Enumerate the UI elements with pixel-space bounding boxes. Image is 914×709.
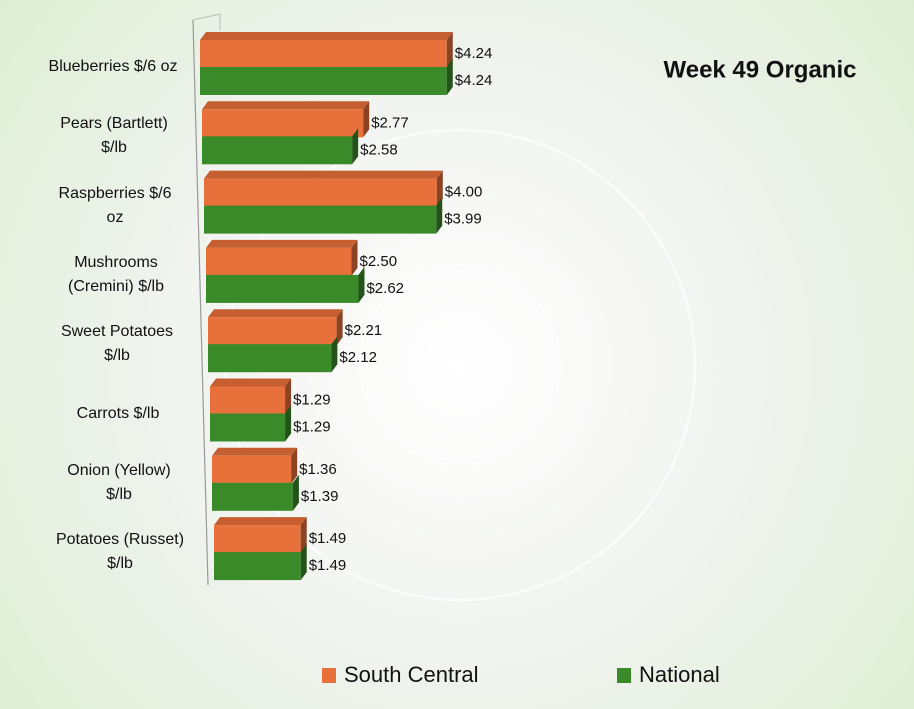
bar bbox=[206, 274, 359, 303]
category-label: Carrots $/lb bbox=[76, 404, 160, 422]
bar bbox=[208, 344, 332, 373]
bar-top-face bbox=[200, 32, 453, 40]
data-label: $1.36 bbox=[299, 461, 337, 478]
bar bbox=[208, 317, 337, 346]
bar-side-face bbox=[300, 517, 307, 554]
bar bbox=[200, 40, 447, 68]
bar bbox=[212, 455, 292, 484]
data-label: $4.24 bbox=[455, 72, 493, 89]
bar bbox=[202, 109, 364, 138]
bar bbox=[200, 67, 447, 95]
category-label: Mushrooms (Cremini) $/lb bbox=[67, 253, 164, 295]
data-label: $2.58 bbox=[360, 141, 398, 158]
bar-side-face bbox=[331, 336, 338, 373]
bar-side-face bbox=[285, 378, 292, 415]
bar bbox=[206, 247, 352, 276]
bar-side-face bbox=[363, 101, 370, 138]
category-label: Onion (Yellow) $/lb bbox=[67, 461, 171, 503]
bar bbox=[214, 552, 301, 581]
data-label: $2.21 bbox=[345, 322, 383, 339]
category-label: Raspberries $/6 oz bbox=[58, 184, 172, 226]
data-label: $4.00 bbox=[445, 184, 483, 201]
data-label: $1.39 bbox=[301, 488, 339, 505]
bar-side-face bbox=[352, 128, 359, 165]
bar-top-face bbox=[212, 447, 298, 456]
data-label: $3.99 bbox=[444, 211, 482, 228]
data-label: $2.12 bbox=[339, 349, 377, 366]
axis-wall bbox=[192, 19, 209, 586]
chart-title: Week 49 Organic bbox=[664, 56, 857, 83]
data-label: $4.24 bbox=[455, 45, 493, 62]
background-ring bbox=[359, 264, 561, 466]
bar-side-face bbox=[291, 447, 298, 484]
bar-side-face bbox=[446, 59, 453, 95]
category-label: Sweet Potatoes $/lb bbox=[60, 323, 174, 365]
category-label: Pears (Bartlett) $/lb bbox=[60, 115, 168, 157]
category-label: Potatoes (Russet) $/lb bbox=[55, 531, 185, 573]
bar-side-face bbox=[446, 32, 453, 68]
data-label: $2.62 bbox=[366, 280, 404, 297]
data-label: $1.49 bbox=[309, 557, 347, 574]
data-label: $2.50 bbox=[360, 253, 398, 270]
bar-side-face bbox=[300, 544, 307, 581]
data-label: $1.29 bbox=[293, 418, 331, 435]
bar-top-face bbox=[204, 170, 443, 179]
bar-side-face bbox=[351, 239, 358, 276]
data-label: $1.49 bbox=[309, 530, 347, 547]
legend-label: National bbox=[639, 662, 720, 687]
bar-top-face bbox=[214, 517, 307, 526]
bar bbox=[202, 136, 353, 165]
bar-side-face bbox=[336, 309, 343, 346]
bar bbox=[210, 413, 286, 442]
bar-side-face bbox=[285, 405, 292, 442]
bar-top-face bbox=[210, 378, 292, 387]
bar-side-face bbox=[436, 197, 443, 234]
bar bbox=[214, 525, 301, 554]
legend-swatch bbox=[322, 668, 336, 683]
bar-side-face bbox=[292, 474, 299, 511]
legend-label: South Central bbox=[344, 662, 479, 687]
category-label: Blueberries $/6 oz bbox=[48, 58, 178, 75]
data-label: $2.77 bbox=[371, 114, 409, 131]
legend-swatch bbox=[617, 668, 631, 683]
data-label: $1.29 bbox=[293, 391, 331, 408]
bar bbox=[204, 205, 437, 234]
bar-side-face bbox=[358, 266, 365, 303]
axis-wall bbox=[192, 13, 221, 30]
bar bbox=[210, 386, 286, 415]
bar bbox=[212, 482, 293, 511]
bar-top-face bbox=[206, 239, 358, 248]
bar-top-face bbox=[208, 309, 343, 318]
bar bbox=[204, 178, 437, 207]
bar-side-face bbox=[436, 170, 443, 207]
bar-top-face bbox=[202, 101, 370, 110]
